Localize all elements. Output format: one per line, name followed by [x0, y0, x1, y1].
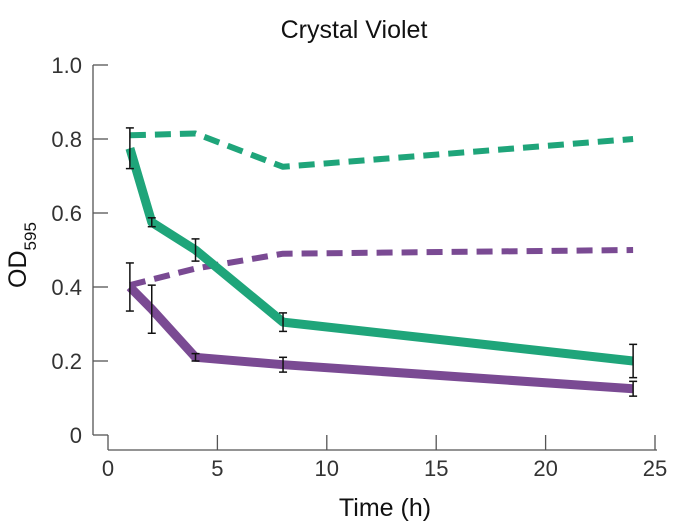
error-bar-1-4 — [629, 380, 638, 397]
y-axis-title-main: OD — [4, 250, 32, 288]
series-line-1-solid — [126, 283, 634, 394]
y-tick-label-1: 0.2 — [51, 349, 82, 374]
error-bar-1-0 — [125, 262, 134, 312]
series-layer — [125, 130, 634, 394]
x-axis-title: Time (h) — [339, 494, 431, 522]
y-tick-label-0: 0 — [70, 423, 82, 448]
series-line-3-dashed — [129, 247, 634, 289]
x-tick-label-2: 10 — [315, 456, 339, 481]
x-tick-label-3: 15 — [424, 456, 448, 481]
error-bar-0-3 — [279, 312, 288, 333]
svg-text:OD595: OD595 — [4, 222, 40, 288]
errorbar-layer — [125, 127, 638, 397]
error-bar-0-4 — [629, 343, 638, 379]
error-bar-1-3 — [279, 356, 288, 373]
y-axis-title: OD595 — [4, 222, 40, 288]
y-tick-label-2: 0.4 — [51, 275, 82, 300]
y-tick-label-3: 0.6 — [51, 201, 82, 226]
series-line-2-dashed — [129, 130, 634, 170]
error-bar-0-2 — [191, 238, 200, 262]
error-bar-0-1 — [147, 217, 156, 228]
x-axis: 0 5 10 15 20 25 — [102, 435, 667, 481]
x-tick-label-1: 5 — [211, 456, 223, 481]
x-tick-label-0: 0 — [102, 456, 114, 481]
error-bar-1-2 — [191, 352, 200, 362]
chart-title: Crystal Violet — [281, 16, 428, 44]
x-tick-label-4: 20 — [533, 456, 557, 481]
error-bar-1-1 — [147, 284, 156, 334]
x-tick-label-5: 25 — [643, 456, 667, 481]
y-axis-title-subscript: 595 — [21, 222, 40, 250]
y-tick-label-5: 1.0 — [51, 53, 82, 78]
error-bar-0-0 — [125, 127, 134, 170]
y-tick-label-4: 0.8 — [51, 127, 82, 152]
y-axis: 0 0.2 0.4 0.6 0.8 1.0 — [51, 53, 108, 448]
